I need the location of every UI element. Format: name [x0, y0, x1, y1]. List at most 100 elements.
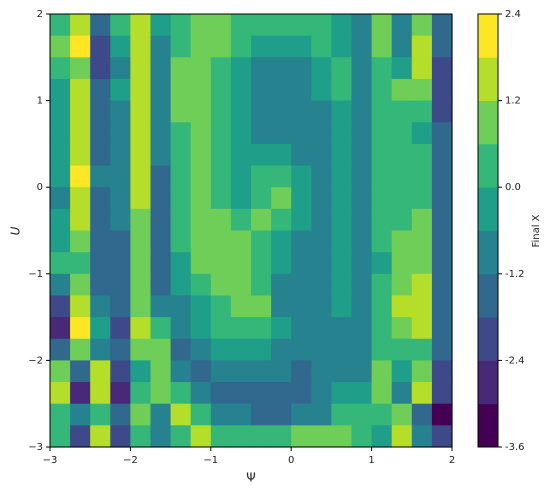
contour-cell — [110, 252, 131, 275]
contour-cell — [391, 143, 413, 167]
contour-cell — [190, 317, 212, 340]
contour-cell — [190, 425, 212, 448]
contour-cell — [50, 165, 71, 188]
contour-cell — [70, 208, 91, 232]
contour-cell — [311, 230, 332, 253]
contour-cell — [311, 35, 332, 58]
contour-cell — [271, 360, 292, 383]
contour-cell — [371, 382, 393, 405]
contour-cell — [371, 425, 393, 448]
contour-cell — [170, 425, 192, 448]
contour-cell — [431, 295, 453, 318]
contour-cell — [170, 100, 192, 123]
contour-cell — [331, 57, 353, 80]
contour-cell — [230, 338, 252, 361]
contour-cell — [351, 360, 373, 383]
contour-cell — [210, 122, 232, 145]
contour-cell — [331, 100, 353, 123]
contour-cell — [110, 14, 131, 37]
contour-cell — [50, 35, 71, 58]
contour-cell — [170, 187, 192, 210]
contour-cell — [130, 208, 152, 232]
contour-cell — [150, 100, 172, 123]
contour-cell — [150, 165, 172, 188]
contour-cell — [90, 382, 111, 405]
contour-cell — [70, 35, 91, 58]
contour-cell — [50, 143, 71, 167]
colorbar-band — [478, 14, 498, 58]
contour-cell — [311, 14, 332, 37]
plot-frame — [49, 13, 453, 448]
contour-cell — [230, 35, 252, 58]
contour-cell — [130, 425, 152, 448]
contour-cell — [210, 187, 232, 210]
contour-cell — [391, 57, 413, 80]
contour-cell — [50, 230, 71, 253]
contour-cell — [70, 273, 91, 297]
contour-cell — [90, 78, 111, 102]
contour-cell — [291, 317, 312, 340]
contour-cell — [411, 382, 433, 405]
y-tick-label: 0 — [37, 182, 43, 193]
contour-cell — [170, 360, 192, 383]
contour-cell — [291, 165, 312, 188]
colorbar-tick-label: -2.4 — [505, 355, 525, 366]
contour-cell — [271, 14, 292, 37]
contour-cell — [391, 273, 413, 297]
contour-cell — [70, 14, 91, 37]
contour-cell — [70, 100, 91, 123]
contour-cell — [251, 252, 272, 275]
contour-cell — [70, 295, 91, 318]
contour-cell — [210, 360, 232, 383]
contour-cell — [230, 252, 252, 275]
y-tick-label: 1 — [37, 96, 43, 107]
contour-cell — [271, 78, 292, 102]
contour-cell — [150, 122, 172, 145]
contour-cell — [90, 100, 111, 123]
contour-cell — [251, 100, 272, 123]
contour-cell — [90, 122, 111, 145]
contour-cell — [251, 273, 272, 297]
contour-cell — [110, 165, 131, 188]
contour-cell — [391, 338, 413, 361]
contour-cell — [150, 35, 172, 58]
contour-cell — [130, 165, 152, 188]
contour-cell — [170, 14, 192, 37]
contour-cell — [50, 338, 71, 361]
colorbar-band — [478, 317, 498, 361]
contour-cell — [291, 122, 312, 145]
contour-cell — [190, 403, 212, 426]
contour-cell — [90, 295, 111, 318]
contour-cell — [251, 187, 272, 210]
contour-cell — [150, 187, 172, 210]
contour-cell — [311, 403, 332, 426]
contour-cell — [331, 338, 353, 361]
contour-cell — [371, 208, 393, 232]
contour-cell — [391, 165, 413, 188]
contour-cell — [251, 122, 272, 145]
contour-cell — [271, 187, 292, 210]
contour-cell — [110, 230, 131, 253]
contour-cell — [210, 273, 232, 297]
contour-cell — [130, 273, 152, 297]
contour-cell — [311, 208, 332, 232]
contour-cell — [70, 165, 91, 188]
contour-cell — [170, 230, 192, 253]
contour-cell — [311, 187, 332, 210]
contour-cell — [271, 208, 292, 232]
contour-cell — [190, 187, 212, 210]
contour-cell — [391, 230, 413, 253]
contour-cell — [311, 273, 332, 297]
contour-cell — [431, 360, 453, 383]
contour-cell — [431, 230, 453, 253]
contour-cell — [331, 78, 353, 102]
contour-cell — [351, 230, 373, 253]
contour-cell — [70, 425, 91, 448]
contour-cell — [431, 208, 453, 232]
contour-cell — [311, 100, 332, 123]
contour-cell — [271, 252, 292, 275]
contour-cell — [230, 360, 252, 383]
contour-cell — [411, 57, 433, 80]
contour-cell — [210, 208, 232, 232]
contour-cell — [391, 403, 413, 426]
